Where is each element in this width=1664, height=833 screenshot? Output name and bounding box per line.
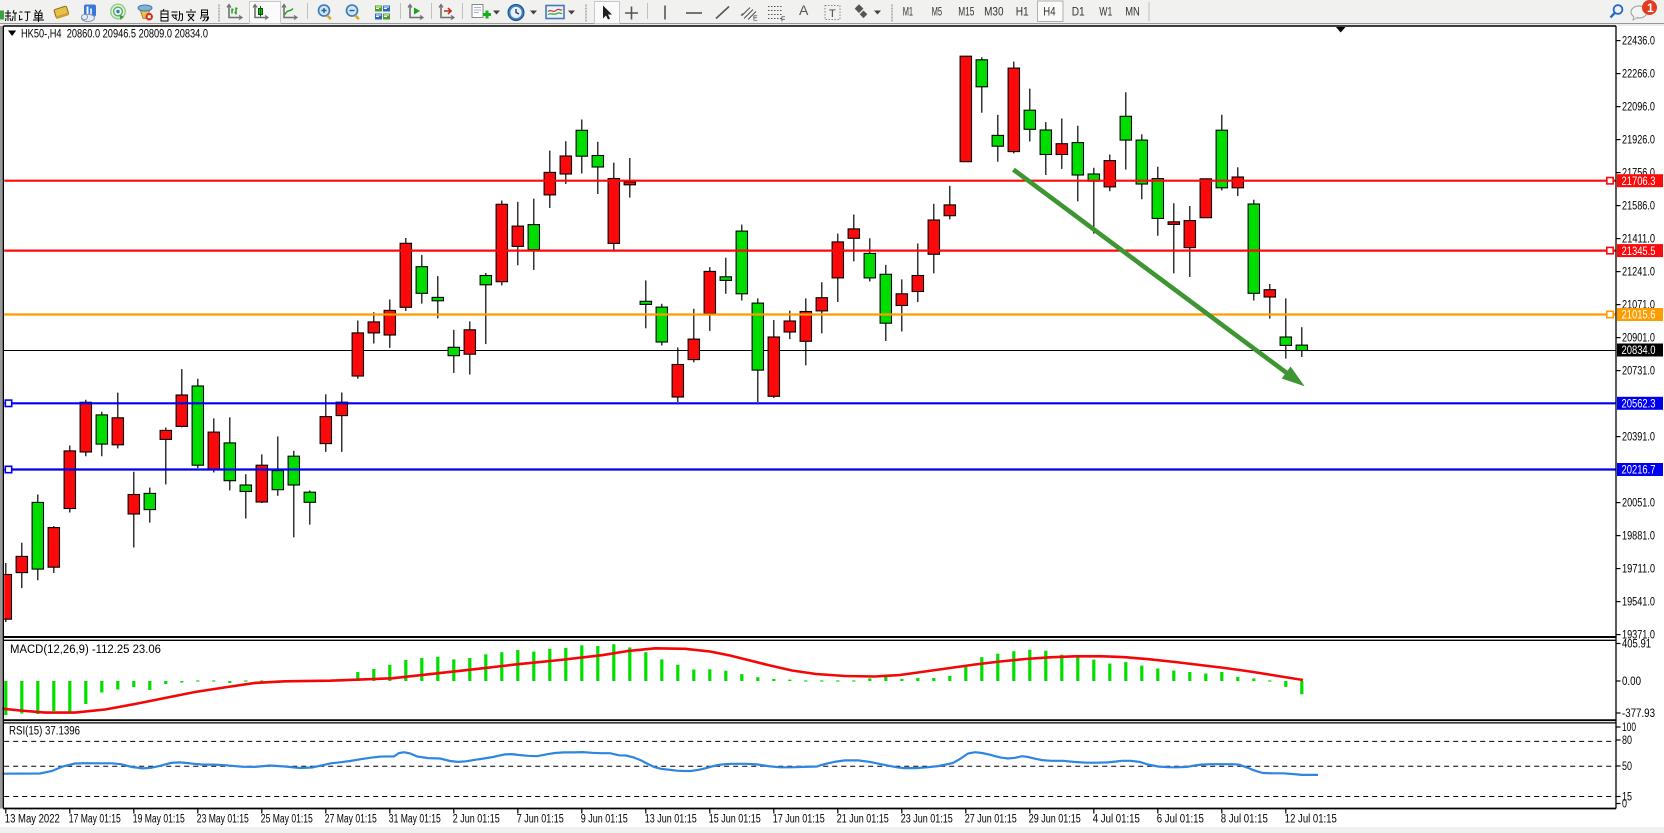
svg-text:17 Jun 01:15: 17 Jun 01:15	[773, 814, 825, 826]
svg-text:20051.0: 20051.0	[1622, 498, 1655, 510]
svg-text:19541.0: 19541.0	[1622, 597, 1655, 609]
svg-text:8 Jul 01:15: 8 Jul 01:15	[1221, 814, 1268, 826]
svg-text:21586.0: 21586.0	[1622, 201, 1655, 213]
svg-text:21241.0: 21241.0	[1622, 267, 1655, 279]
svg-text:4 Jul 01:15: 4 Jul 01:15	[1093, 814, 1140, 826]
svg-text:M5: M5	[932, 7, 943, 19]
svg-text:22436.0: 22436.0	[1622, 36, 1655, 48]
svg-text:21345.5: 21345.5	[1622, 246, 1656, 258]
svg-text:0: 0	[1622, 799, 1627, 811]
svg-text:29 Jun 01:15: 29 Jun 01:15	[1029, 814, 1081, 826]
svg-text:20562.3: 20562.3	[1622, 399, 1656, 411]
svg-text:-377.93: -377.93	[1622, 708, 1655, 720]
svg-text:M15: M15	[958, 7, 974, 19]
svg-text:E: E	[753, 16, 758, 23]
svg-text:15 Jun 01:15: 15 Jun 01:15	[709, 814, 761, 826]
svg-text:7 Jun 01:15: 7 Jun 01:15	[517, 814, 564, 826]
svg-text:20391.0: 20391.0	[1622, 432, 1655, 444]
svg-text:2 Jun 01:15: 2 Jun 01:15	[453, 814, 500, 826]
svg-text:M1: M1	[903, 7, 913, 19]
svg-text:23 Jun 01:15: 23 Jun 01:15	[901, 814, 953, 826]
svg-text:17 May 01:15: 17 May 01:15	[69, 814, 121, 826]
svg-text:H1: H1	[1016, 7, 1029, 19]
svg-text:RSI(15) 37.1396: RSI(15) 37.1396	[9, 726, 80, 738]
svg-text:20216.7: 20216.7	[1622, 465, 1656, 477]
svg-text:21 Jun 01:15: 21 Jun 01:15	[837, 814, 889, 826]
svg-text:22266.0: 22266.0	[1622, 69, 1655, 81]
svg-text:T: T	[829, 8, 836, 20]
svg-text:21706.3: 21706.3	[1622, 176, 1656, 188]
svg-text:19881.0: 19881.0	[1622, 531, 1655, 543]
svg-text:405.91: 405.91	[1622, 639, 1651, 651]
svg-text:19711.0: 19711.0	[1622, 564, 1655, 576]
svg-text:50: 50	[1622, 761, 1632, 773]
svg-text:HK50-,H4 20860.0 20946.5 2080: HK50-,H4 20860.0 20946.5 20809.0 20834.0	[21, 27, 208, 41]
svg-text:13 May 2022: 13 May 2022	[5, 814, 60, 826]
svg-text:21926.0: 21926.0	[1622, 135, 1655, 147]
svg-text:19 May 01:15: 19 May 01:15	[133, 814, 185, 826]
svg-text:20901.0: 20901.0	[1622, 333, 1655, 345]
svg-text:W1: W1	[1099, 7, 1112, 19]
svg-text:9 Jun 01:15: 9 Jun 01:15	[581, 814, 628, 826]
svg-text:21411.0: 21411.0	[1622, 234, 1655, 246]
svg-text:M30: M30	[984, 7, 1003, 19]
svg-text:22096.0: 22096.0	[1622, 102, 1655, 114]
svg-text:80: 80	[1622, 735, 1632, 747]
svg-text:20731.0: 20731.0	[1622, 366, 1655, 378]
svg-text:27 Jun 01:15: 27 Jun 01:15	[965, 814, 1017, 826]
svg-text:100: 100	[1622, 722, 1636, 734]
svg-text:0.00: 0.00	[1622, 676, 1641, 688]
svg-text:H4: H4	[1043, 7, 1056, 19]
svg-text:23 May 01:15: 23 May 01:15	[197, 814, 249, 826]
svg-text:13 Jun 01:15: 13 Jun 01:15	[645, 814, 697, 826]
svg-text:1: 1	[1647, 1, 1654, 15]
svg-text:12 Jul 01:15: 12 Jul 01:15	[1285, 814, 1337, 826]
svg-text:27 May 01:15: 27 May 01:15	[325, 814, 377, 826]
svg-text:6 Jul 01:15: 6 Jul 01:15	[1157, 814, 1204, 826]
svg-text:MACD(12,26,9) -112.25 23.06: MACD(12,26,9) -112.25 23.06	[10, 644, 161, 656]
svg-text:MN: MN	[1125, 7, 1140, 19]
svg-text:19371.0: 19371.0	[1622, 630, 1655, 642]
svg-text:F: F	[781, 17, 785, 24]
svg-text:21015.6: 21015.6	[1622, 310, 1656, 322]
svg-text:25 May 01:15: 25 May 01:15	[261, 814, 313, 826]
svg-text:15: 15	[1622, 792, 1632, 804]
svg-text:20834.0: 20834.0	[1622, 345, 1656, 357]
svg-text:31 May 01:15: 31 May 01:15	[389, 814, 441, 826]
svg-text:D1: D1	[1072, 7, 1085, 19]
